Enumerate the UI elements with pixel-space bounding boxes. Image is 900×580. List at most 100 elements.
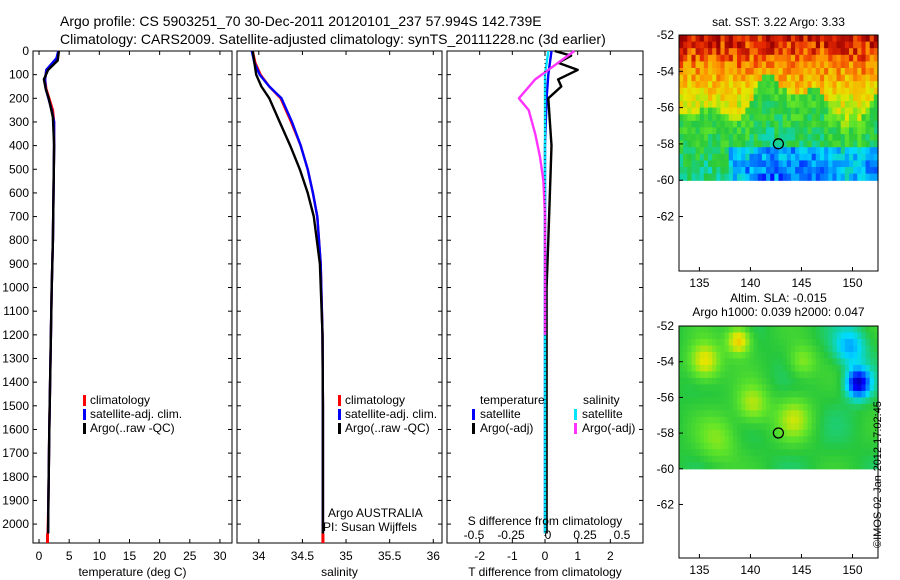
sst_map-cell <box>844 153 850 162</box>
sla_map-cell <box>766 449 771 457</box>
sla_map-cell <box>691 416 697 424</box>
depth-tick-label: 800 <box>9 233 29 247</box>
sla_map-cell <box>741 423 746 431</box>
sst_map-cell <box>832 48 838 56</box>
sla_map-cell <box>848 423 854 431</box>
sla_map-cell <box>703 416 709 424</box>
sst_map-cell <box>732 87 738 96</box>
sla_map-cell <box>799 371 804 379</box>
sla_map-cell <box>799 384 804 392</box>
sst_map-cell <box>757 68 763 76</box>
sst_map-cell <box>724 147 730 155</box>
sla_map-cell <box>819 423 825 431</box>
sla_map-cell <box>737 462 742 470</box>
sla_map-cell <box>865 416 871 424</box>
sla_map-cell <box>782 423 788 431</box>
sst_map-cell <box>683 120 688 129</box>
sla_map-cell <box>774 423 780 431</box>
sla_map-cell <box>790 390 796 398</box>
sla_map-cell <box>699 332 705 340</box>
sst_map-cell <box>716 68 722 76</box>
sla_map-cell <box>861 358 867 366</box>
sla_map-cell <box>840 345 846 353</box>
salinity-x-axis-label: salinity <box>321 565 358 579</box>
sst_map-cell <box>815 35 821 43</box>
sst_map-cell <box>819 48 825 56</box>
sst_map-cell <box>728 153 734 162</box>
sla_map-cell <box>774 442 780 450</box>
sst_map-cell <box>703 160 709 168</box>
sla_map-cell <box>811 351 817 360</box>
sla_map-cell <box>728 455 734 463</box>
sst_map-cell <box>807 107 813 115</box>
sst_map-cell <box>774 41 780 49</box>
sst_map-xtick-label: 145 <box>791 276 811 290</box>
sst_map-cell <box>807 54 813 62</box>
salinity-legend-swatch <box>338 409 341 420</box>
sst_map-cell <box>782 35 788 43</box>
sst_map-cell <box>720 127 726 135</box>
sla_map-cell <box>749 326 755 334</box>
sla_map-cell <box>853 429 858 437</box>
sst_map-cell <box>699 48 705 56</box>
sla_map-cell <box>790 371 796 379</box>
sla_map-cell <box>848 416 854 424</box>
sla_map-cell <box>819 332 825 340</box>
sla_map-cell <box>861 397 867 405</box>
sst_map-cell <box>691 74 697 82</box>
sla_map-cell <box>687 377 693 386</box>
sst_map-cell <box>857 120 863 129</box>
sla_map-cell <box>761 423 767 431</box>
temperature-xtick-label: 5 <box>66 549 73 563</box>
sst_map-cell <box>853 41 858 49</box>
sla_map-cell <box>695 371 701 379</box>
sla_map-cell <box>828 371 833 379</box>
sst_map-cell <box>683 41 688 49</box>
sla_map-cell <box>782 377 788 386</box>
diff-s-tick-label: 0.25 <box>573 528 597 542</box>
sla_map-cell <box>795 462 800 470</box>
sst_map-cell <box>745 147 751 155</box>
sst_map-cell <box>679 160 684 168</box>
sla_map-cell <box>832 326 838 334</box>
sst_map-cell <box>683 147 688 155</box>
sla_map-cell <box>695 442 701 450</box>
sla_map-cell <box>761 397 767 405</box>
sst_map-cell <box>737 147 742 155</box>
sst_map-cell <box>815 140 821 148</box>
sla_map-cell <box>724 332 730 340</box>
sst_map-cell <box>857 54 863 62</box>
sst_map-cell <box>687 153 693 162</box>
sst_map-cell <box>757 101 763 109</box>
sla_map-cell <box>778 449 784 457</box>
sst_map-cell <box>766 153 771 162</box>
sla_map-cell <box>749 351 755 360</box>
sst_map-cell <box>703 94 709 102</box>
sst_map-cell <box>844 147 850 155</box>
sla_map-cell <box>737 403 742 411</box>
sst_map-cell <box>811 147 817 155</box>
sst_map-cell <box>745 107 751 115</box>
sst_map-cell <box>728 101 734 109</box>
sla_map-cell <box>857 390 863 398</box>
sla_map-cell <box>703 338 709 347</box>
sla_map-cell <box>695 397 701 405</box>
sst_map-cell <box>728 140 734 148</box>
sst_map-cell <box>720 147 726 155</box>
sst_map-cell <box>687 81 693 89</box>
sst_map-cell <box>724 153 730 162</box>
sst_map-cell <box>873 48 879 56</box>
sla_map-cell <box>869 345 875 353</box>
sla_map-cell <box>790 364 796 373</box>
sst_map-cell <box>869 87 875 96</box>
sst_map-cell <box>824 153 829 162</box>
sla_map-cell <box>708 384 713 392</box>
sla_map-cell <box>712 410 717 418</box>
depth-tick-label: 700 <box>9 210 29 224</box>
sst_map-cell <box>724 54 730 62</box>
sla_map-cell <box>679 326 684 334</box>
sla_map-cell <box>836 358 842 366</box>
sst_map-cell <box>757 61 763 69</box>
sst_map-cell <box>712 74 717 82</box>
sla_map-cell <box>708 371 713 379</box>
